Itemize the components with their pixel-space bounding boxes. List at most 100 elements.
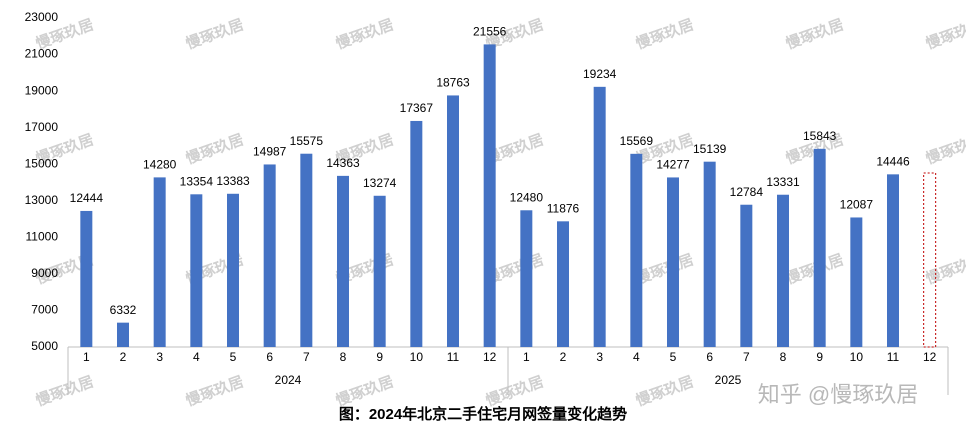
x-tick-label: 8 xyxy=(780,350,787,364)
watermark: 慢琢玖居 xyxy=(783,15,846,52)
data-label: 14363 xyxy=(326,156,360,170)
chart-title: 图：2024年北京二手住宅月网签量变化趋势 xyxy=(339,405,627,423)
data-label: 13383 xyxy=(216,174,250,188)
watermark: 慢琢玖居 xyxy=(633,15,696,52)
watermark: 慢琢玖居 xyxy=(183,15,246,52)
bar xyxy=(80,210,93,347)
y-tick-label: 17000 xyxy=(25,120,59,134)
bar xyxy=(117,322,129,347)
data-label: 12480 xyxy=(510,190,544,204)
bar xyxy=(887,174,899,347)
data-label: 19234 xyxy=(583,67,617,81)
data-label: 15569 xyxy=(620,134,654,148)
bar xyxy=(740,204,753,347)
x-tick-label: 2 xyxy=(120,350,127,364)
y-tick-label: 23000 xyxy=(25,10,59,24)
x-tick-label: 10 xyxy=(410,350,424,364)
y-tick-label: 19000 xyxy=(25,83,59,97)
x-tick-label: 7 xyxy=(743,350,750,364)
data-label: 12784 xyxy=(730,185,764,199)
x-tick-label: 1 xyxy=(523,350,530,364)
x-tick-label: 4 xyxy=(633,350,640,364)
data-label: 14987 xyxy=(253,145,287,159)
data-label: 14277 xyxy=(656,158,690,172)
data-label: 12087 xyxy=(840,198,874,212)
data-label: 13331 xyxy=(766,175,800,189)
data-label: 18763 xyxy=(436,76,470,90)
bar xyxy=(520,210,533,347)
bar xyxy=(263,164,276,347)
data-label: 15575 xyxy=(290,134,324,148)
bar xyxy=(850,217,863,347)
watermark: 慢琢玖居 xyxy=(333,372,396,409)
data-label: 6332 xyxy=(110,303,137,317)
x-tick-label: 10 xyxy=(850,350,864,364)
x-tick-label: 11 xyxy=(887,350,900,364)
bar xyxy=(153,177,166,347)
data-label: 15139 xyxy=(693,142,727,156)
bar xyxy=(813,148,826,347)
bar xyxy=(630,153,643,347)
watermark: 慢琢玖居 xyxy=(923,250,966,287)
x-tick-label: 7 xyxy=(303,350,310,364)
data-label: 13274 xyxy=(363,176,397,190)
data-label: 12444 xyxy=(70,191,104,205)
y-tick-label: 13000 xyxy=(25,193,59,207)
y-tick-label: 7000 xyxy=(31,303,58,317)
x-tick-label: 3 xyxy=(156,350,163,364)
bar xyxy=(300,153,313,347)
bar xyxy=(410,120,423,347)
x-tick-label: 9 xyxy=(816,350,823,364)
watermark: 慢琢玖居 xyxy=(633,372,696,409)
x-tick-label: 5 xyxy=(670,350,677,364)
y-tick-label: 21000 xyxy=(25,47,59,61)
bar xyxy=(667,177,679,347)
data-label: 21556 xyxy=(473,25,507,39)
x-tick-label: 9 xyxy=(376,350,383,364)
data-label: 11876 xyxy=(547,201,580,215)
x-tick-label: 8 xyxy=(340,350,347,364)
watermark: 慢琢玖居 xyxy=(483,372,546,409)
data-label: 17367 xyxy=(400,101,434,115)
x-tick-label: 12 xyxy=(483,350,497,364)
x-tick-label: 5 xyxy=(230,350,237,364)
x-tick-label: 11 xyxy=(447,350,460,364)
x-tick-label: 12 xyxy=(923,350,937,364)
x-tick-label: 4 xyxy=(193,350,200,364)
bar xyxy=(447,95,459,347)
data-label: 13354 xyxy=(180,174,214,188)
bar xyxy=(483,44,496,347)
x-tick-label: 1 xyxy=(83,350,90,364)
data-label: 14280 xyxy=(143,158,177,172)
y-tick-label: 11000 xyxy=(26,230,59,244)
watermark: 慢琢玖居 xyxy=(633,250,696,287)
y-tick-label: 5000 xyxy=(31,339,58,353)
watermark: 慢琢玖居 xyxy=(33,372,96,409)
bar xyxy=(593,86,606,348)
watermark: 慢琢玖居 xyxy=(333,15,396,52)
y-tick-label: 9000 xyxy=(31,266,58,280)
x-tick-label: 6 xyxy=(706,350,713,364)
bar xyxy=(703,161,716,347)
x-tick-label: 2 xyxy=(560,350,567,364)
group-label: 2024 xyxy=(275,373,302,387)
watermark: 慢琢玖居 xyxy=(183,372,246,409)
bar xyxy=(557,221,569,347)
bar xyxy=(190,194,203,347)
bar xyxy=(227,193,239,347)
credit: 知乎 @慢琢玖居 xyxy=(758,382,918,407)
data-label: 15843 xyxy=(803,129,837,143)
watermark: 慢琢玖居 xyxy=(923,130,966,167)
y-tick-label: 15000 xyxy=(25,156,59,170)
x-tick-label: 3 xyxy=(596,350,603,364)
watermark: 慢琢玖居 xyxy=(923,15,966,52)
x-tick-label: 6 xyxy=(266,350,273,364)
bar xyxy=(337,175,349,347)
data-label: 14446 xyxy=(876,155,910,169)
placeholder-box xyxy=(923,172,937,348)
bar xyxy=(373,195,386,347)
group-label: 2025 xyxy=(715,373,742,387)
bar xyxy=(777,194,789,347)
